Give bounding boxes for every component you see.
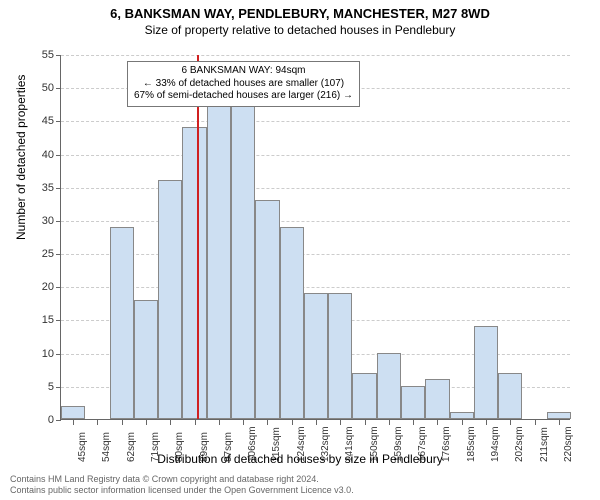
- y-tick-label: 45: [24, 115, 54, 127]
- histogram-bar: [158, 180, 182, 419]
- y-tick: [56, 287, 61, 288]
- y-tick-label: 55: [24, 49, 54, 61]
- y-tick: [56, 55, 61, 56]
- gridline: [61, 188, 570, 189]
- x-tick: [365, 420, 366, 425]
- histogram-bar: [498, 373, 522, 419]
- y-tick: [56, 254, 61, 255]
- y-tick-label: 40: [24, 149, 54, 161]
- chart-container: 051015202530354045505545sqm54sqm62sqm71s…: [60, 55, 570, 420]
- y-tick: [56, 121, 61, 122]
- histogram-bar: [231, 87, 255, 419]
- y-tick-label: 5: [24, 381, 54, 393]
- histogram-bar: [280, 227, 304, 419]
- x-tick: [462, 420, 463, 425]
- x-tick: [97, 420, 98, 425]
- x-tick: [267, 420, 268, 425]
- histogram-bar: [474, 326, 498, 419]
- histogram-bar: [182, 127, 206, 419]
- gridline: [61, 121, 570, 122]
- x-tick: [486, 420, 487, 425]
- plot-area: 051015202530354045505545sqm54sqm62sqm71s…: [60, 55, 570, 420]
- y-tick-label: 30: [24, 215, 54, 227]
- y-tick: [56, 320, 61, 321]
- footer-line-2: Contains public sector information licen…: [10, 485, 354, 496]
- y-tick-label: 10: [24, 348, 54, 360]
- y-tick: [56, 354, 61, 355]
- y-tick: [56, 387, 61, 388]
- x-tick: [389, 420, 390, 425]
- histogram-bar: [450, 412, 474, 419]
- gridline: [61, 155, 570, 156]
- x-tick: [219, 420, 220, 425]
- annotation-line: 67% of semi-detached houses are larger (…: [134, 90, 353, 103]
- gridline: [61, 254, 570, 255]
- x-tick: [292, 420, 293, 425]
- gridline: [61, 221, 570, 222]
- y-tick: [56, 88, 61, 89]
- histogram-bar: [110, 227, 134, 419]
- x-tick: [535, 420, 536, 425]
- histogram-bar: [304, 293, 328, 419]
- page-subtitle: Size of property relative to detached ho…: [0, 23, 600, 37]
- y-tick-label: 25: [24, 248, 54, 260]
- x-tick: [559, 420, 560, 425]
- y-tick: [56, 188, 61, 189]
- gridline: [61, 55, 570, 56]
- histogram-bar: [207, 100, 231, 419]
- x-tick: [413, 420, 414, 425]
- page-title: 6, BANKSMAN WAY, PENDLEBURY, MANCHESTER,…: [0, 6, 600, 21]
- x-tick: [146, 420, 147, 425]
- histogram-bar: [134, 300, 158, 419]
- x-tick: [195, 420, 196, 425]
- x-tick: [122, 420, 123, 425]
- histogram-bar: [352, 373, 376, 419]
- y-tick-label: 35: [24, 182, 54, 194]
- y-tick-label: 0: [24, 414, 54, 426]
- histogram-bar: [328, 293, 352, 419]
- annotation-box: 6 BANKSMAN WAY: 94sqm← 33% of detached h…: [127, 61, 360, 107]
- x-tick: [243, 420, 244, 425]
- x-tick: [316, 420, 317, 425]
- histogram-bar: [377, 353, 401, 419]
- histogram-bar: [61, 406, 85, 419]
- x-tick: [340, 420, 341, 425]
- y-tick: [56, 420, 61, 421]
- y-tick-label: 15: [24, 314, 54, 326]
- y-tick: [56, 155, 61, 156]
- reference-line: [197, 55, 199, 419]
- x-tick: [73, 420, 74, 425]
- histogram-bar: [401, 386, 425, 419]
- histogram-bar: [547, 412, 571, 419]
- y-tick-label: 20: [24, 281, 54, 293]
- gridline: [61, 287, 570, 288]
- x-axis-label: Distribution of detached houses by size …: [0, 452, 600, 466]
- y-tick-label: 50: [24, 82, 54, 94]
- x-tick: [437, 420, 438, 425]
- footer-attribution: Contains HM Land Registry data © Crown c…: [10, 474, 354, 496]
- histogram-bar: [255, 200, 279, 419]
- annotation-line: 6 BANKSMAN WAY: 94sqm: [134, 65, 353, 78]
- annotation-line: ← 33% of detached houses are smaller (10…: [134, 78, 353, 91]
- x-tick: [510, 420, 511, 425]
- y-tick: [56, 221, 61, 222]
- histogram-bar: [425, 379, 449, 419]
- x-tick: [170, 420, 171, 425]
- footer-line-1: Contains HM Land Registry data © Crown c…: [10, 474, 354, 485]
